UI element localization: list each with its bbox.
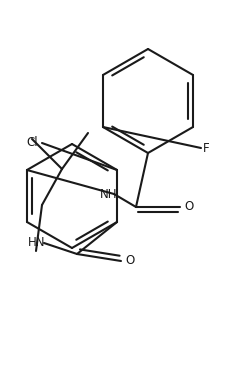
Text: NH: NH [100,188,118,201]
Text: HN: HN [28,237,46,249]
Text: O: O [125,255,134,267]
Text: F: F [203,142,210,154]
Text: Cl: Cl [26,136,38,149]
Text: O: O [184,201,193,213]
